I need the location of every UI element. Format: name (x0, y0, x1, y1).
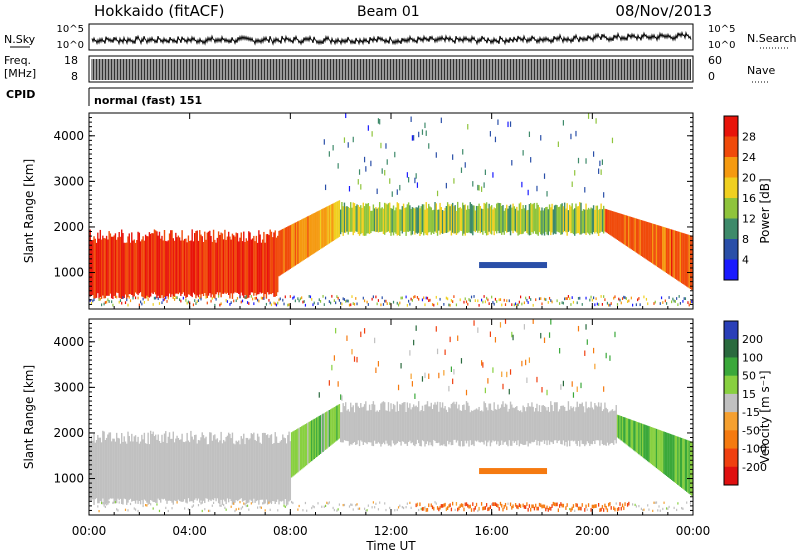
velocity-colorbar-swatch (724, 375, 738, 395)
power-colorbar-tick-label: 28 (742, 131, 756, 144)
power-data (89, 113, 693, 307)
noise-tick-top-left: 10^5 (57, 24, 84, 35)
x-tick-label: 20:00 (575, 524, 610, 538)
velocity-colorbar: 200 100 50 15 -15 -50 -100 -200 (723, 320, 767, 486)
x-tick-label: 08:00 (273, 524, 308, 538)
x-tick-label: 12:00 (374, 524, 409, 538)
noise-tick-top-right: 10^5 (708, 24, 735, 35)
power-colorbar-swatch (724, 239, 738, 260)
time-axis-labels: 00:00 04:00 08:00 12:00 16:00 20:00 00:00 (72, 524, 711, 538)
velocity-colorbar-swatch (724, 412, 738, 431)
nave-label: Nave (747, 64, 775, 77)
freq-trace (91, 59, 691, 80)
velocity-ylabel: Slant Range [km] (22, 365, 36, 469)
cpid-label: CPID (6, 88, 35, 101)
y-tick-label: 2000 (53, 426, 84, 440)
y-tick-label: 3000 (53, 174, 84, 188)
freq-panel (88, 55, 694, 83)
velocity-colorbar-tick-label: 15 (742, 388, 756, 401)
x-axis-title: Time UT (365, 539, 416, 553)
beam-title: Beam 01 (357, 4, 420, 20)
velocity-colorbar-tick-label: 200 (742, 333, 763, 346)
velocity-x-ticks (88, 319, 694, 515)
power-colorbar-border (723, 115, 739, 281)
velocity-colorbar-tick-label: 100 (742, 351, 763, 364)
velocity-colorbar-tick-label: 50 (742, 370, 756, 383)
power-colorbar-swatch (724, 157, 738, 178)
velocity-colorbar-tick-label: -100 (742, 443, 767, 456)
velocity-colorbar-label: Velocity [m s⁻¹] (758, 370, 772, 463)
freq-label-line2: [MHz] (4, 67, 36, 80)
velocity-colorbar-swatch (724, 321, 738, 340)
power-colorbar-tick-label: 20 (742, 172, 756, 185)
velocity-colorbar-border (723, 320, 739, 486)
y-tick-label: 3000 (53, 380, 84, 394)
x-tick-label: 04:00 (172, 524, 207, 538)
noise-tick-bottom-left: 10^0 (57, 40, 84, 51)
power-midday-patch (479, 262, 548, 269)
power-colorbar: 28 24 20 16 12 8 4 (723, 115, 756, 281)
x-tick-label: 00:00 (676, 524, 711, 538)
nsky-label: N.Sky (4, 33, 36, 46)
velocity-colorbar-swatch (724, 357, 738, 377)
power-colorbar-tick-label: 12 (742, 213, 756, 226)
velocity-colorbar-tick-label: -200 (742, 461, 767, 474)
freq-tick-bottom: 8 (71, 70, 78, 83)
freq-label-line1: Freq. (4, 54, 31, 67)
station-title: Hokkaido (fitACF) (94, 2, 225, 20)
noise-sky-line (91, 30, 692, 46)
y-tick-label: 4000 (53, 335, 84, 349)
power-colorbar-swatch (724, 198, 738, 219)
y-tick-label: 4000 (53, 129, 84, 143)
y-tick-label: 1000 (53, 266, 84, 280)
velocity-colorbar-swatch (724, 393, 738, 413)
power-panel: 1000 2000 3000 4000 Slant Range [km] (22, 112, 694, 310)
power-ylabel: Slant Range [km] (22, 159, 36, 263)
x-tick-label: 16:00 (474, 524, 509, 538)
x-tick-label: 00:00 (72, 524, 107, 538)
date-title: 08/Nov/2013 (615, 2, 712, 20)
velocity-midday-patch (479, 468, 548, 475)
velocity-colorbar-swatch (724, 430, 738, 450)
power-colorbar-tick-label: 4 (742, 254, 749, 267)
nave-tick-bottom: 0 (708, 70, 715, 83)
power-colorbar-label: Power [dB] (758, 178, 772, 243)
power-colorbar-tick-label: 24 (742, 151, 756, 164)
y-tick-label: 1000 (53, 472, 84, 486)
power-colorbar-swatch (724, 259, 738, 281)
power-colorbar-swatch (724, 218, 738, 240)
power-colorbar-swatch (724, 136, 738, 158)
power-x-ticks (88, 113, 694, 309)
velocity-y-axis: 1000 2000 3000 4000 (53, 318, 693, 516)
power-colorbar-swatch (724, 116, 738, 137)
cpid-value: normal (fast) 151 (94, 94, 202, 107)
velocity-colorbar-swatch (724, 466, 738, 486)
power-y-axis: 1000 2000 3000 4000 (53, 112, 693, 310)
power-colorbar-swatch (724, 177, 738, 199)
velocity-data (89, 319, 693, 513)
noise-trace (91, 30, 692, 46)
velocity-colorbar-tick-label: -15 (742, 406, 760, 419)
velocity-colorbar-tick-label: -50 (742, 424, 760, 437)
nsearch-label: N.Search (747, 32, 797, 45)
freq-bars (91, 59, 691, 80)
noise-tick-bottom-right: 10^0 (708, 40, 735, 51)
power-colorbar-tick-label: 8 (742, 233, 749, 246)
velocity-colorbar-swatch (724, 448, 738, 468)
nave-tick-top: 60 (708, 54, 722, 67)
y-tick-label: 2000 (53, 220, 84, 234)
freq-tick-top: 18 (64, 54, 78, 67)
velocity-colorbar-swatch (724, 339, 738, 358)
velocity-panel: 1000 2000 3000 4000 Slant Range [km] (22, 318, 694, 516)
noise-panel (88, 23, 694, 51)
power-colorbar-tick-label: 16 (742, 192, 756, 205)
